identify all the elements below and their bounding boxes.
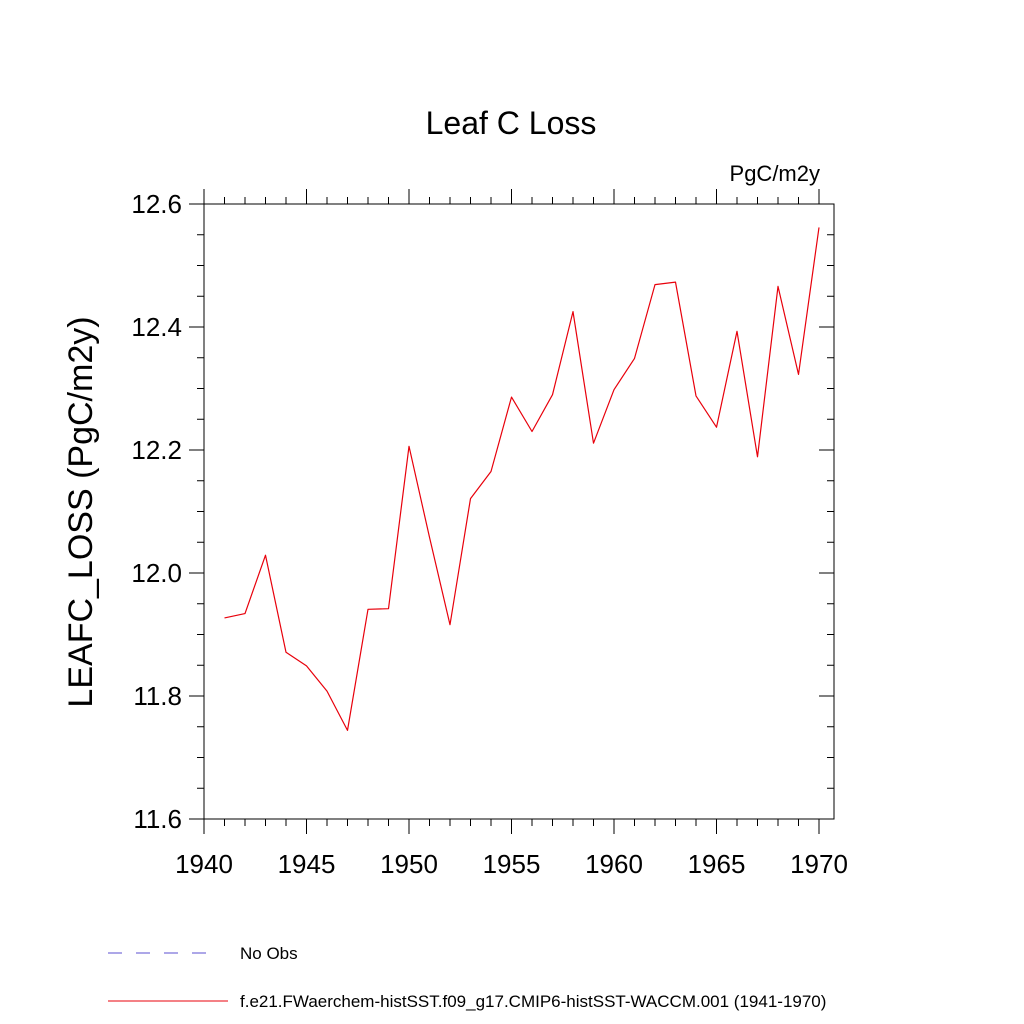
legend-label-no-obs: No Obs <box>240 944 298 963</box>
axis-ticks <box>189 189 834 834</box>
x-tick-label: 1945 <box>278 849 336 879</box>
y-tick-labels: 11.6 11.8 12.0 12.2 12.4 12.6 <box>131 189 182 834</box>
x-tick-labels: 1940 1945 1950 1955 1960 1965 1970 <box>175 849 848 879</box>
x-tick-label: 1960 <box>585 849 643 879</box>
x-tick-label: 1950 <box>380 849 438 879</box>
x-tick-label: 1955 <box>483 849 541 879</box>
x-tick-label: 1965 <box>688 849 746 879</box>
y-tick-label: 12.0 <box>131 558 182 588</box>
legend: No Obs f.e21.FWaerchem-histSST.f09_g17.C… <box>108 944 826 1011</box>
data-series <box>224 227 820 732</box>
y-tick-label: 12.6 <box>131 189 182 219</box>
plot-frame <box>203 203 835 820</box>
y-tick-label: 12.4 <box>131 312 182 342</box>
legend-label-model: f.e21.FWaerchem-histSST.f09_g17.CMIP6-hi… <box>240 992 826 1011</box>
units-label: PgC/m2y <box>730 161 820 186</box>
y-tick-label: 12.2 <box>131 435 182 465</box>
y-tick-label: 11.6 <box>133 804 182 834</box>
x-tick-label: 1940 <box>175 849 233 879</box>
chart-title: Leaf C Loss <box>426 105 597 141</box>
x-tick-label: 1970 <box>790 849 848 879</box>
y-axis-label: LEAFC_LOSS (PgC/m2y) <box>62 316 100 707</box>
y-tick-label: 11.8 <box>133 681 182 711</box>
series-line-0 <box>224 227 820 732</box>
